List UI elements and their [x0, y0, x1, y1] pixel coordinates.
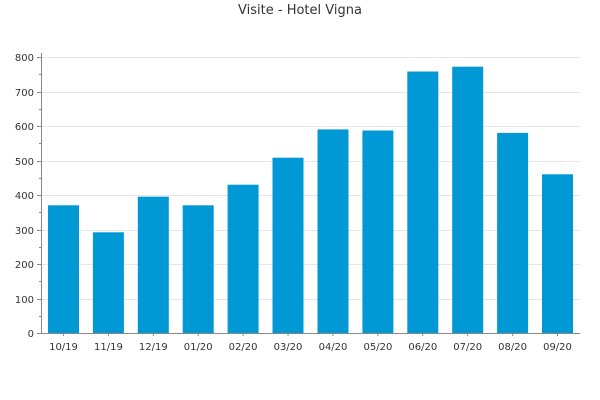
bar: [497, 132, 529, 333]
bar: [48, 205, 79, 333]
bar: [317, 129, 349, 333]
y-tick-label: 300: [15, 226, 34, 237]
y-tick-label: 700: [15, 88, 34, 99]
axes: [37, 53, 580, 336]
y-tick-label: 200: [15, 260, 34, 271]
y-tick-label: 800: [15, 53, 34, 64]
x-tick-label: 04/20: [319, 342, 348, 353]
grid-lines: [41, 57, 580, 300]
x-tick-label: 10/19: [49, 342, 78, 353]
bar: [137, 196, 169, 333]
x-tick-label: 03/20: [274, 342, 303, 353]
bar: [92, 232, 124, 333]
x-tick-label: 05/20: [363, 342, 392, 353]
bars: [48, 66, 573, 333]
bar: [272, 157, 304, 333]
chart-title: Visite - Hotel Vigna: [238, 3, 362, 18]
y-tick-label: 400: [15, 191, 34, 202]
y-tick-label: 0: [28, 329, 34, 340]
y-tick-label: 500: [15, 157, 34, 168]
bar: [452, 66, 484, 333]
x-tick-label: 11/19: [94, 342, 123, 353]
y-tick-label: 600: [15, 122, 34, 133]
tick-labels: 0 100 200 300 400 500 600 700 800 10/19 11/19 12/19…: [15, 53, 572, 353]
bar: [362, 130, 394, 333]
bar: [542, 174, 573, 333]
bar: [227, 184, 259, 333]
x-tick-label: 07/20: [453, 342, 482, 353]
x-tick-label: 12/19: [139, 342, 168, 353]
x-tick-label: 09/20: [543, 342, 572, 353]
bar: [407, 71, 439, 333]
y-tick-label: 100: [15, 295, 34, 306]
x-tick-label: 06/20: [408, 342, 437, 353]
x-tick-label: 01/20: [184, 342, 213, 353]
x-tick-label: 08/20: [498, 342, 527, 353]
bar: [182, 205, 214, 333]
x-tick-label: 02/20: [229, 342, 258, 353]
